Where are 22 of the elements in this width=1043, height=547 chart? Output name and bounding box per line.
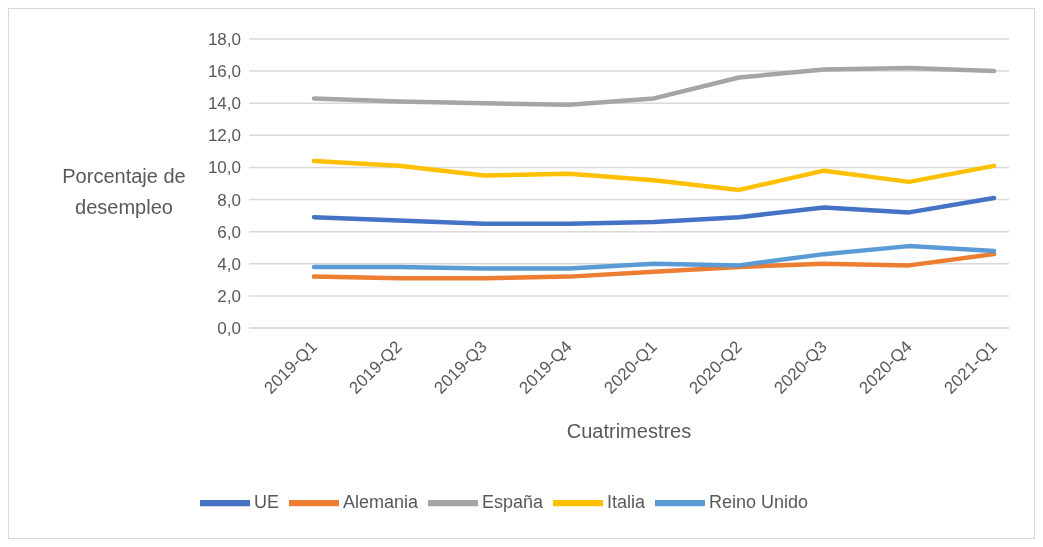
y-tick-label: 10,0 [207, 158, 241, 178]
y-tick-label: 12,0 [207, 126, 241, 146]
legend-label: Italia [607, 491, 646, 512]
legend-label: España [481, 491, 544, 512]
y-axis-title: Porcentaje de desempleo [61, 164, 187, 220]
y-tick-label: 4,0 [217, 254, 241, 274]
y-tick-label: 8,0 [217, 190, 241, 210]
line-series [311, 195, 997, 226]
y-tick-label: 0,0 [217, 319, 241, 339]
line-series [311, 65, 997, 108]
legend-label: Alemania [342, 491, 418, 512]
legend-label: UE [253, 491, 279, 512]
line-series [311, 158, 997, 193]
x-axis-title: Cuatrimestres [566, 420, 692, 442]
y-tick-label: 2,0 [217, 286, 241, 306]
y-tick-label: 18,0 [207, 30, 241, 50]
legend-label: Reino Unido [709, 491, 809, 512]
line-series [311, 251, 997, 281]
y-tick-label: 6,0 [217, 222, 241, 242]
y-tick-label: 14,0 [207, 94, 241, 114]
y-tick-label: 16,0 [207, 62, 241, 82]
line-series [311, 243, 997, 271]
